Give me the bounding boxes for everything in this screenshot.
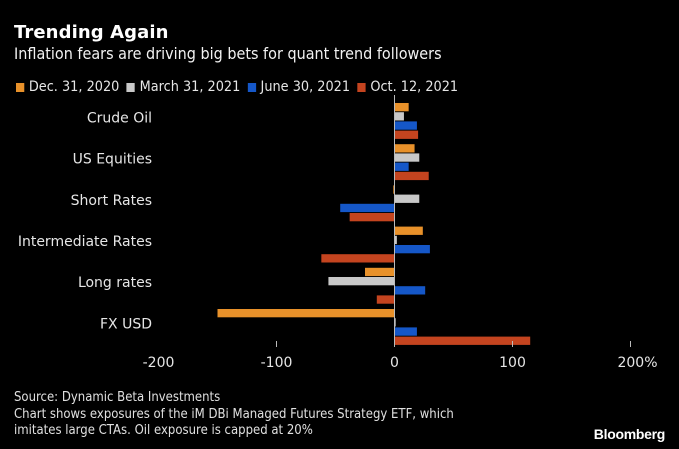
bar xyxy=(394,171,429,181)
legend-item-jun-2021: June 30, 2021 xyxy=(247,79,351,95)
bar xyxy=(394,226,423,235)
category-labels: Crude Oil US Equities Short Rates Intermedi… xyxy=(18,110,152,332)
bar xyxy=(376,295,395,304)
bar xyxy=(394,245,430,254)
legend-label: June 30, 2021 xyxy=(260,79,351,95)
legend-item-dec-2020: Dec. 31, 2020 xyxy=(16,79,119,95)
chart-note-line-2: imitates large CTAs. Oil exposure is cap… xyxy=(14,423,313,438)
legend-label: March 31, 2021 xyxy=(139,79,241,95)
bar xyxy=(394,286,426,295)
x-tick-label: 0 xyxy=(390,355,399,371)
bar xyxy=(321,254,395,263)
bar xyxy=(394,153,420,162)
legend-label: Oct. 12, 2021 xyxy=(370,79,459,95)
bar xyxy=(394,144,415,153)
bar xyxy=(394,130,419,139)
category-label: Short Rates xyxy=(71,193,152,209)
bar xyxy=(340,203,395,213)
x-tick-label: -200 xyxy=(143,355,175,371)
legend-swatch xyxy=(247,82,256,92)
legend-swatch xyxy=(16,82,25,92)
x-tick-label: 100 xyxy=(499,355,526,371)
legend-label: Dec. 31, 2020 xyxy=(28,79,120,95)
bar-chart: Crude Oil US Equities Short Rates Intermedi… xyxy=(18,95,658,371)
bar xyxy=(349,213,395,222)
bar xyxy=(394,327,417,336)
bloomberg-logo: Bloomberg xyxy=(593,426,666,442)
legend-swatch xyxy=(357,82,366,92)
footer-notes: Source: Dynamic Beta Investments Chart s… xyxy=(14,390,454,440)
chart-note-line-1: Chart shows exposures of the iM DBi Mana… xyxy=(14,406,454,422)
bar xyxy=(217,309,395,318)
chart-subtitle: Inflation fears are driving big bets for… xyxy=(14,44,442,63)
bar xyxy=(394,112,404,121)
bar xyxy=(365,267,395,277)
x-tick-label: 200% xyxy=(617,355,657,371)
bar xyxy=(394,103,409,112)
bar xyxy=(394,336,531,345)
legend: Dec. 31, 2020 March 31, 2021 June 30, 20… xyxy=(16,79,465,95)
category-label: US Equities xyxy=(73,152,152,168)
bar xyxy=(328,277,395,286)
bar xyxy=(394,318,396,327)
bar xyxy=(394,194,420,203)
legend-swatch xyxy=(126,82,135,92)
x-axis: -200 -100 0 100 200% xyxy=(143,95,658,371)
category-label: Long rates xyxy=(78,275,152,291)
x-tick-label: -100 xyxy=(261,355,293,371)
bar xyxy=(394,162,409,171)
bar xyxy=(393,185,395,194)
bar xyxy=(394,121,417,130)
source-note: Source: Dynamic Beta Investments xyxy=(14,390,221,405)
bars-layer xyxy=(217,103,531,345)
bar xyxy=(394,235,397,245)
category-label: Intermediate Rates xyxy=(18,234,152,250)
category-label: FX USD xyxy=(100,316,152,332)
chart-title: Trending Again xyxy=(14,22,169,43)
legend-item-oct-2021: Oct. 12, 2021 xyxy=(357,79,458,95)
category-label: Crude Oil xyxy=(87,110,152,126)
legend-item-mar-2021: March 31, 2021 xyxy=(126,79,241,95)
